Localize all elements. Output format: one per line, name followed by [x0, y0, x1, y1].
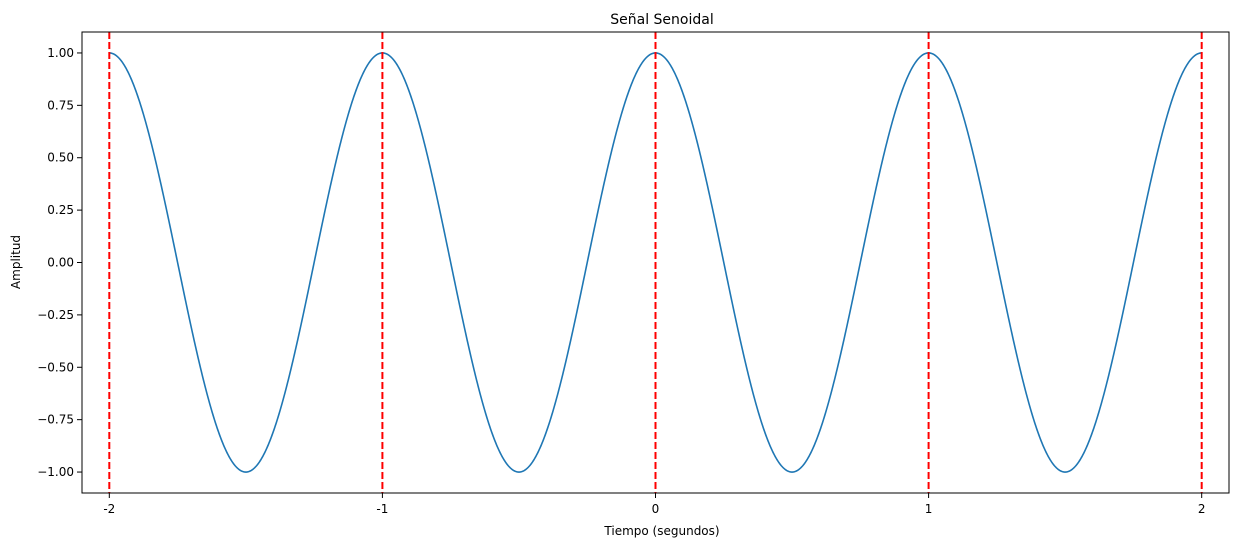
y-tick-label-4: 0.00 — [47, 256, 74, 270]
x-tick-label-0: -2 — [103, 502, 115, 516]
y-tick-label-5: −0.25 — [37, 308, 74, 322]
y-tick-label-3: 0.25 — [47, 203, 74, 217]
vline-layer — [108, 32, 1203, 493]
y-tick-label-1: 0.75 — [47, 98, 74, 112]
y-axis-label: Amplitud — [9, 235, 23, 289]
y-tick-label-0: 1.00 — [47, 46, 74, 60]
x-axis-label: Tiempo (segundos) — [603, 524, 719, 538]
y-axis-ticks: 1.00 0.75 0.50 0.25 0.00 −0.25 −0.50 −0.75 −1.00 — [37, 46, 82, 479]
y-tick-label-8: −1.00 — [37, 465, 74, 479]
chart-title: Señal Senoidal — [610, 12, 713, 28]
y-tick-label-2: 0.50 — [47, 151, 74, 165]
x-tick-label-1: -1 — [376, 502, 388, 516]
y-tick-label-6: −0.50 — [37, 360, 74, 374]
x-axis-ticks: -2 -1 0 1 2 — [103, 493, 1206, 516]
y-tick-label-7: −0.75 — [37, 413, 74, 427]
x-tick-label-4: 2 — [1198, 502, 1206, 516]
x-tick-label-2: 0 — [652, 502, 660, 516]
x-tick-label-3: 1 — [925, 502, 933, 516]
